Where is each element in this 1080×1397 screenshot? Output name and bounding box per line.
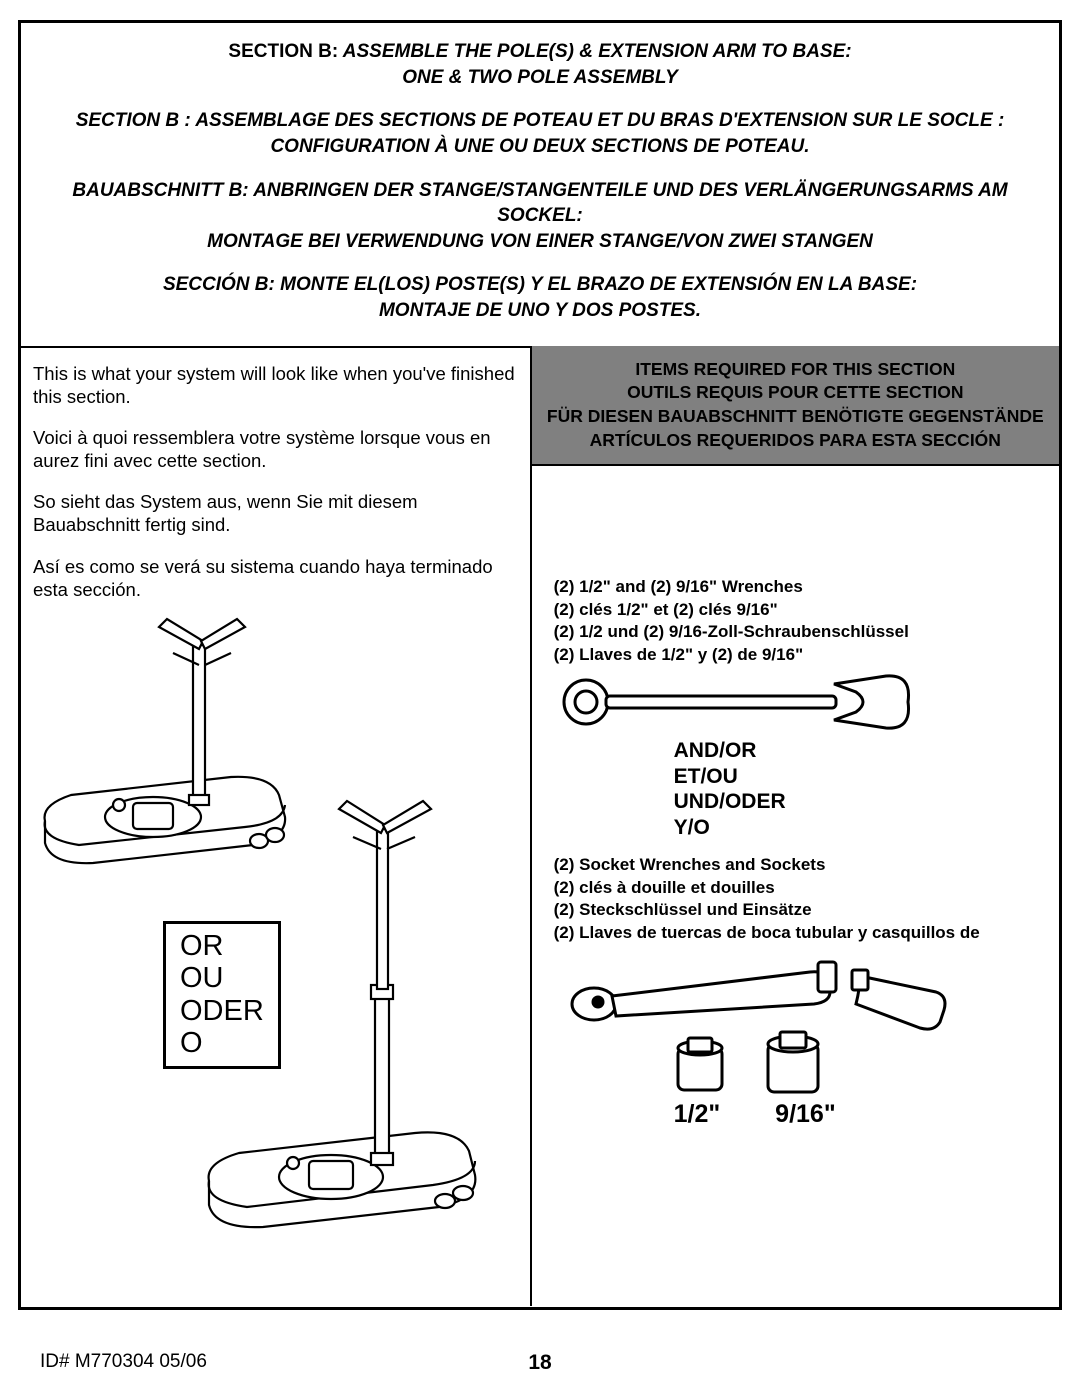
size-half: 1/2" — [674, 1100, 721, 1128]
section-header: SECTION B: ASSEMBLE THE POLE(S) & EXTENS… — [21, 23, 1059, 346]
andor-l1: AND/OR — [674, 738, 1041, 764]
size-nine-sixteenth: 9/16" — [775, 1100, 836, 1128]
socket-es: (2) Llaves de tuercas de boca tubular y … — [554, 922, 1041, 944]
manual-page: SECTION B: ASSEMBLE THE POLE(S) & EXTENS… — [0, 0, 1080, 1397]
wrench-labels: (2) 1/2" and (2) 9/16" Wrenches (2) clés… — [554, 576, 1041, 666]
socket-wrench-icon — [560, 952, 960, 1102]
left-column: This is what your system will look like … — [21, 346, 530, 1306]
assembly-illustrations: OR OU ODER O — [33, 615, 516, 1235]
header-fr-line2: CONFIGURATION À UNE OU DEUX SECTIONS DE … — [41, 134, 1039, 160]
page-footer: ID# M770304 05/06 18 — [0, 1351, 1080, 1373]
combination-wrench-icon — [556, 672, 916, 732]
wrench-de: (2) 1/2 und (2) 9/16-Zoll-Schraubenschlü… — [554, 621, 1041, 643]
tools-list: (2) 1/2" and (2) 9/16" Wrenches (2) clés… — [532, 466, 1059, 1129]
socket-de: (2) Steckschlüssel und Einsätze — [554, 899, 1041, 921]
header-de: BAUABSCHNITT B: ANBRINGEN DER STANGE/STA… — [41, 178, 1039, 255]
and-or-label: AND/OR ET/OU UND/ODER Y/O — [674, 738, 1041, 840]
content-frame: SECTION B: ASSEMBLE THE POLE(S) & EXTENS… — [18, 20, 1062, 1310]
intro-paragraphs: This is what your system will look like … — [33, 362, 516, 601]
wrench-es: (2) Llaves de 1/2" y (2) de 9/16" — [554, 644, 1041, 666]
page-number: 18 — [528, 1351, 551, 1375]
header-en-line1: ASSEMBLE THE POLE(S) & EXTENSION ARM TO … — [343, 41, 852, 62]
items-en: ITEMS REQUIRED FOR THIS SECTION — [538, 358, 1053, 382]
wrench-en: (2) 1/2" and (2) 9/16" Wrenches — [554, 576, 1041, 598]
header-es-line1: SECCIÓN B: MONTE EL(LOS) POSTE(S) Y EL B… — [41, 272, 1039, 298]
header-es-line2: MONTAJE DE UNO Y DOS POSTES. — [41, 298, 1039, 324]
header-en-prefix: SECTION B: — [228, 41, 338, 62]
doc-id: ID# M770304 05/06 — [40, 1351, 207, 1373]
header-en-line2: ONE & TWO POLE ASSEMBLY — [41, 65, 1039, 91]
header-fr-line1: SECTION B : ASSEMBLAGE DES SECTIONS DE P… — [41, 108, 1039, 134]
andor-l2: ET/OU — [674, 764, 1041, 790]
wrench-fr: (2) clés 1/2" et (2) clés 9/16" — [554, 599, 1041, 621]
socket-fr: (2) clés à douille et douilles — [554, 877, 1041, 899]
socket-labels: (2) Socket Wrenches and Sockets (2) clés… — [554, 854, 1041, 944]
andor-l4: Y/O — [674, 815, 1041, 841]
right-column: ITEMS REQUIRED FOR THIS SECTION OUTILS R… — [530, 346, 1059, 1306]
header-en: SECTION B: ASSEMBLE THE POLE(S) & EXTENS… — [41, 39, 1039, 90]
header-es: SECCIÓN B: MONTE EL(LOS) POSTE(S) Y EL B… — [41, 272, 1039, 323]
header-fr: SECTION B : ASSEMBLAGE DES SECTIONS DE P… — [41, 108, 1039, 159]
header-de-line2: MONTAGE BEI VERWENDUNG VON EINER STANGE/… — [41, 229, 1039, 255]
body-columns: This is what your system will look like … — [21, 346, 1059, 1306]
intro-en: This is what your system will look like … — [33, 362, 516, 408]
intro-de: So sieht das System aus, wenn Sie mit di… — [33, 490, 516, 536]
items-required-banner: ITEMS REQUIRED FOR THIS SECTION OUTILS R… — [532, 346, 1059, 467]
items-fr: OUTILS REQUIS POUR CETTE SECTION — [538, 381, 1053, 405]
andor-l3: UND/ODER — [674, 789, 1041, 815]
items-es: ARTÍCULOS REQUERIDOS PARA ESTA SECCIÓN — [538, 429, 1053, 453]
two-pole-assembly-icon — [183, 785, 523, 1245]
header-de-line1: BAUABSCHNITT B: ANBRINGEN DER STANGE/STA… — [41, 178, 1039, 229]
socket-sizes: 1/2" 9/16" — [554, 1100, 1041, 1129]
intro-es: Así es como se verá su sistema cuando ha… — [33, 555, 516, 601]
socket-en: (2) Socket Wrenches and Sockets — [554, 854, 1041, 876]
intro-fr: Voici à quoi ressemblera votre système l… — [33, 426, 516, 472]
footer-spacer — [1035, 1351, 1040, 1373]
items-de: FÜR DIESEN BAUABSCHNITT BENÖTIGTE GEGENS… — [538, 405, 1053, 429]
